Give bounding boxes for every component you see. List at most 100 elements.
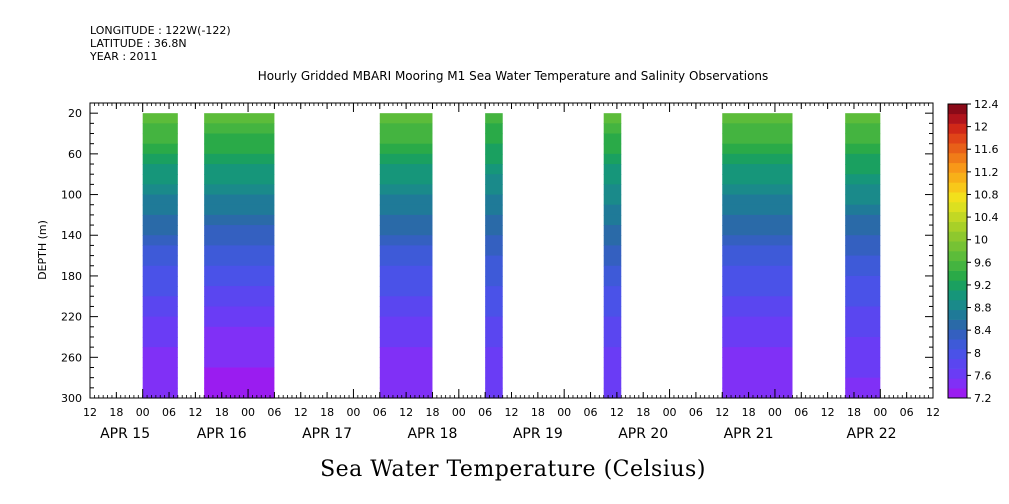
temperature-cell xyxy=(722,204,793,216)
temperature-cell xyxy=(845,316,881,328)
temperature-cell xyxy=(204,306,275,318)
temperature-cell xyxy=(603,255,622,267)
y-tick-label: 220 xyxy=(61,311,82,324)
temperature-cell xyxy=(379,194,433,206)
y-tick-label: 300 xyxy=(61,392,82,405)
temperature-cell xyxy=(845,347,881,358)
temperature-cell xyxy=(485,153,503,165)
x-tick-label: 06 xyxy=(267,406,281,419)
temperature-cell xyxy=(142,225,178,236)
x-tick-label: 00 xyxy=(346,406,360,419)
temperature-cell xyxy=(603,153,622,165)
temperature-cell xyxy=(204,265,275,277)
x-tick-label: 12 xyxy=(821,406,835,419)
temperature-cell xyxy=(204,275,275,287)
colorbar-tick-label: 8.8 xyxy=(974,302,992,315)
temperature-cell xyxy=(603,245,622,257)
temperature-cell xyxy=(722,235,793,247)
temperature-cell xyxy=(603,174,622,185)
colorbar-swatch xyxy=(948,104,967,115)
colorbar-swatch xyxy=(948,153,967,164)
temperature-cell xyxy=(485,255,503,267)
temperature-cell xyxy=(485,326,503,338)
x-tick-label: 06 xyxy=(478,406,492,419)
colorbar-frame xyxy=(947,103,968,399)
temperature-cell xyxy=(485,113,503,124)
x-tick-label: 18 xyxy=(742,406,756,419)
x-date-label: APR 17 xyxy=(302,426,352,442)
temperature-cell xyxy=(845,387,881,399)
temperature-cell xyxy=(485,133,503,145)
colorbar-tick-label: 7.6 xyxy=(974,369,992,382)
axes: 12 18 00 06 12 18 00 06 12 18 00 06 12 18 00 06 12 18 00 06… xyxy=(61,102,940,442)
y-tick-label: 20 xyxy=(68,107,82,120)
temperature-cell xyxy=(603,275,622,287)
y-tick-label: 60 xyxy=(68,148,82,161)
temperature-cell xyxy=(845,326,881,338)
temperature-cell xyxy=(722,255,793,267)
x-tick-label: 12 xyxy=(505,406,519,419)
x-tick-label: 00 xyxy=(873,406,887,419)
colorbar-tick-label: 8.4 xyxy=(974,324,992,337)
x-tick-label: 12 xyxy=(83,406,97,419)
colorbar-swatch xyxy=(948,251,967,262)
temperature-cell xyxy=(845,336,881,348)
temperature-cell xyxy=(204,316,275,328)
temperature-cell xyxy=(142,367,178,379)
colorbar-swatch xyxy=(948,162,967,173)
colorbar-swatch xyxy=(948,300,967,311)
longitude-label: LONGITUDE : 122W(-122) xyxy=(90,24,231,37)
temperature-cell xyxy=(485,245,503,257)
temperature-cell xyxy=(379,367,433,379)
x-date-label: APR 21 xyxy=(724,426,774,442)
temperature-cell xyxy=(379,245,433,257)
temperature-cell xyxy=(485,377,503,389)
temperature-cell xyxy=(142,214,178,226)
temperature-cell xyxy=(722,164,793,175)
temperature-cell xyxy=(485,225,503,236)
temperature-cell xyxy=(845,174,881,185)
colorbar-swatch xyxy=(948,133,967,144)
x-date-label: APR 19 xyxy=(513,426,563,442)
temperature-cell xyxy=(845,225,881,236)
y-tick-label: 260 xyxy=(61,351,82,364)
temperature-cell xyxy=(722,387,793,399)
colorbar-tick-label: 11.2 xyxy=(974,166,999,179)
colorbar-tick-label: 10 xyxy=(974,234,988,247)
temperature-cell xyxy=(722,347,793,358)
temperature-cell xyxy=(142,255,178,267)
temperature-cell xyxy=(204,387,275,399)
temperature-cell xyxy=(603,387,622,399)
temperature-cell xyxy=(845,133,881,145)
y-tick-label: 180 xyxy=(61,270,82,283)
colorbar-tick-label: 9.6 xyxy=(974,256,992,269)
temperature-cell xyxy=(379,265,433,277)
temperature-cell xyxy=(485,306,503,318)
temperature-cell xyxy=(845,286,881,297)
temperature-cell xyxy=(379,357,433,369)
colorbar-swatch xyxy=(948,319,967,330)
temperature-cell xyxy=(845,275,881,287)
temperature-cell xyxy=(142,326,178,338)
temperature-cell xyxy=(142,194,178,206)
temperature-cell xyxy=(485,194,503,206)
temperature-cell xyxy=(722,367,793,379)
x-tick-label: 12 xyxy=(926,406,940,419)
data-block xyxy=(845,113,881,399)
temperature-cell xyxy=(485,214,503,226)
x-tick-label: 06 xyxy=(900,406,914,419)
temperature-cell xyxy=(722,286,793,297)
colorbar-swatch xyxy=(948,388,967,399)
temperature-cell xyxy=(722,153,793,165)
temperature-cell xyxy=(142,336,178,348)
temperature-cell xyxy=(142,174,178,185)
temperature-cell xyxy=(379,204,433,216)
temperature-cell xyxy=(485,123,503,135)
temperature-cell xyxy=(603,164,622,175)
temperature-cell xyxy=(603,296,622,308)
temperature-cell xyxy=(603,357,622,369)
temperature-cell xyxy=(142,153,178,165)
colorbar-swatch xyxy=(948,358,967,369)
x-tick-label: 00 xyxy=(768,406,782,419)
